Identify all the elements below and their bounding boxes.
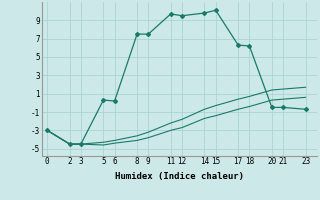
X-axis label: Humidex (Indice chaleur): Humidex (Indice chaleur) [115,172,244,181]
